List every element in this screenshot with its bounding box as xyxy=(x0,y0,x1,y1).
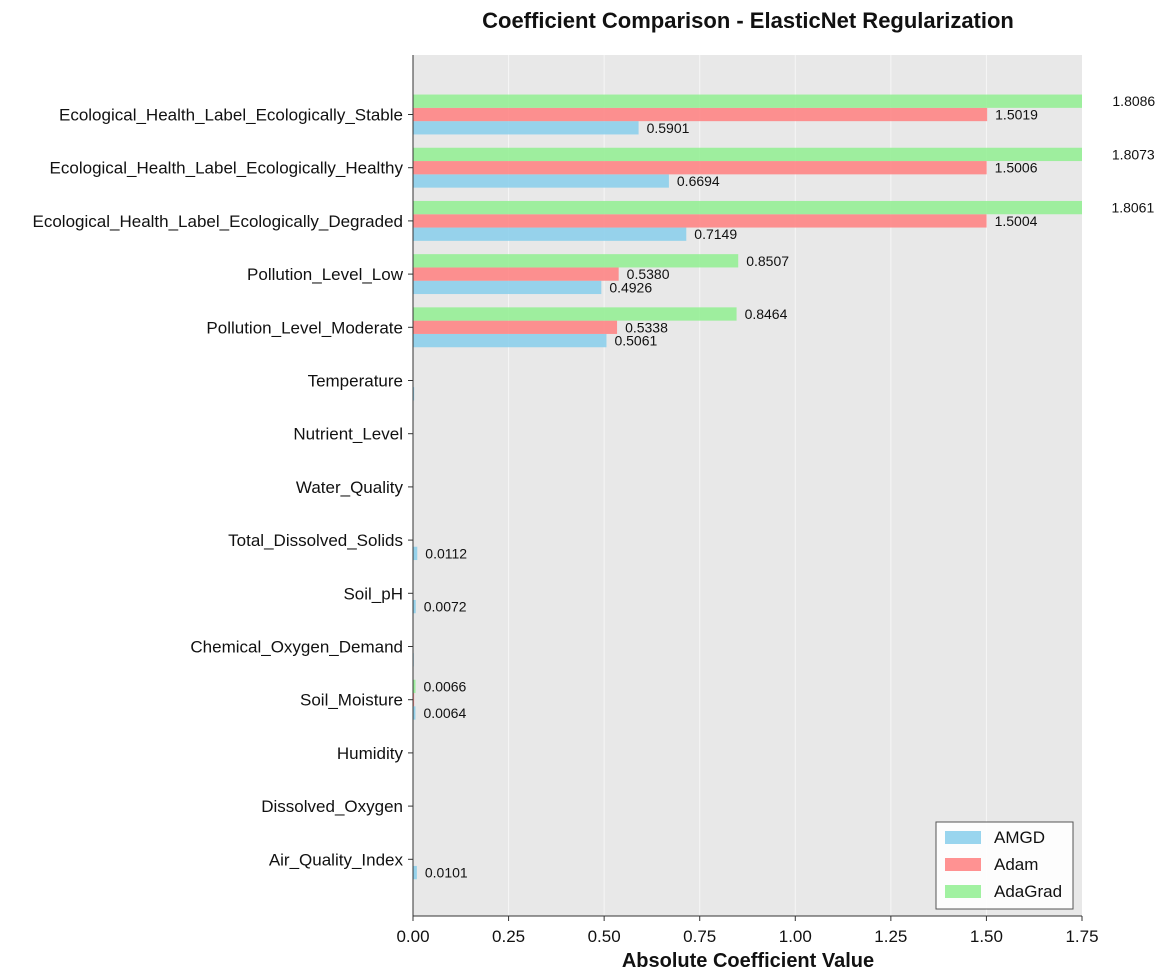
data-label: 0.8507 xyxy=(746,253,789,269)
bar-amgd xyxy=(413,546,418,561)
legend-swatch-adagrad xyxy=(945,885,981,898)
legend-label-adagrad: AdaGrad xyxy=(994,882,1062,901)
bar-adagrad xyxy=(413,307,737,321)
data-labels: 0.5901 0.6694 0.7149 0.4926 0.5061 0.0112 0.00… xyxy=(423,93,1155,880)
data-label: 1.8086 xyxy=(1112,93,1155,109)
bar-amgd xyxy=(413,280,602,295)
bars xyxy=(413,94,1082,880)
x-tick-label: 1.75 xyxy=(1065,927,1098,946)
legend-swatch-amgd xyxy=(945,831,981,844)
bar-adam xyxy=(413,161,987,175)
x-tick-label: 0.00 xyxy=(396,927,429,946)
data-label: 0.0101 xyxy=(425,865,468,881)
y-tick-label: Humidity xyxy=(337,744,404,763)
y-tick-label: Total_Dissolved_Solids xyxy=(228,531,403,550)
legend-swatch-adam xyxy=(945,858,981,871)
bar-amgd xyxy=(413,333,607,348)
bar-adagrad xyxy=(413,254,739,268)
bar-adagrad xyxy=(413,679,416,694)
x-tick-label: 0.25 xyxy=(492,927,525,946)
y-tick-label: Chemical_Oxygen_Demand xyxy=(190,638,403,657)
bar-amgd xyxy=(413,387,415,401)
bar-adagrad xyxy=(413,147,1082,162)
data-label: 0.0112 xyxy=(425,545,467,561)
data-label: 0.0072 xyxy=(424,599,467,615)
bar-adagrad xyxy=(413,94,1082,108)
chart-title: Coefficient Comparison - ElasticNet Regu… xyxy=(482,8,1014,33)
x-tick-label: 0.75 xyxy=(683,927,716,946)
x-axis-label: Absolute Coefficient Value xyxy=(622,950,874,972)
y-tick-label: Nutrient_Level xyxy=(293,425,403,444)
bar-adam xyxy=(413,320,618,334)
data-label: 0.5338 xyxy=(625,319,668,335)
data-label: 0.7149 xyxy=(694,226,737,242)
data-label: 0.8464 xyxy=(745,306,788,322)
bar-amgd xyxy=(413,121,639,135)
bar-amgd xyxy=(413,599,416,614)
data-label: 1.8061 xyxy=(1111,200,1154,216)
data-label: 0.5380 xyxy=(627,266,670,282)
data-label: 0.5901 xyxy=(647,120,690,136)
data-label: 0.6694 xyxy=(677,173,720,189)
x-tick-label: 1.00 xyxy=(779,927,812,946)
bar-adam xyxy=(413,267,619,281)
legend-label-amgd: AMGD xyxy=(994,828,1045,847)
y-tick-label: Water_Quality xyxy=(296,478,404,497)
y-tick-label: Ecological_Health_Label_Ecologically_Hea… xyxy=(50,159,404,178)
data-label: 0.0066 xyxy=(424,678,467,694)
x-axis-ticks: 0.00 0.25 0.50 0.75 1.00 1.25 1.50 1.75 xyxy=(396,916,1099,946)
data-label: 0.0064 xyxy=(423,705,466,721)
data-label: 0.5061 xyxy=(614,333,657,349)
data-label: 1.5006 xyxy=(995,160,1038,176)
bar-adagrad xyxy=(413,200,1082,215)
y-tick-label: Air_Quality_Index xyxy=(269,850,404,869)
y-axis-ticks: Ecological_Health_Label_Ecologically_Sta… xyxy=(33,106,413,869)
y-tick-label: Pollution_Level_Low xyxy=(247,265,404,284)
grid xyxy=(508,55,987,916)
plot-area xyxy=(413,55,1082,916)
y-tick-label: Ecological_Health_Label_Ecologically_Sta… xyxy=(59,106,403,125)
legend: AMGD Adam AdaGrad xyxy=(935,821,1074,910)
bar-amgd xyxy=(413,174,669,188)
y-tick-label: Temperature xyxy=(308,372,403,391)
data-label: 1.5019 xyxy=(995,107,1038,123)
y-tick-label: Ecological_Health_Label_Ecologically_Deg… xyxy=(33,212,403,231)
data-label: 1.8073 xyxy=(1112,146,1155,162)
x-tick-label: 1.25 xyxy=(874,927,907,946)
bar-amgd xyxy=(413,865,417,880)
legend-label-adam: Adam xyxy=(994,855,1038,874)
y-tick-label: Soil_Moisture xyxy=(300,691,403,710)
x-tick-label: 1.50 xyxy=(970,927,1003,946)
data-label: 1.5004 xyxy=(995,213,1038,229)
y-tick-label: Pollution_Level_Moderate xyxy=(206,318,403,337)
bar-adam xyxy=(413,214,987,228)
bar-adam xyxy=(413,107,988,122)
data-label: 0.4926 xyxy=(609,279,652,295)
bar-adam xyxy=(413,693,415,707)
y-tick-label: Soil_pH xyxy=(343,584,403,603)
bar-amgd xyxy=(413,227,687,241)
y-tick-label: Dissolved_Oxygen xyxy=(261,797,403,816)
bar-amgd xyxy=(413,706,416,720)
x-tick-label: 0.50 xyxy=(588,927,621,946)
